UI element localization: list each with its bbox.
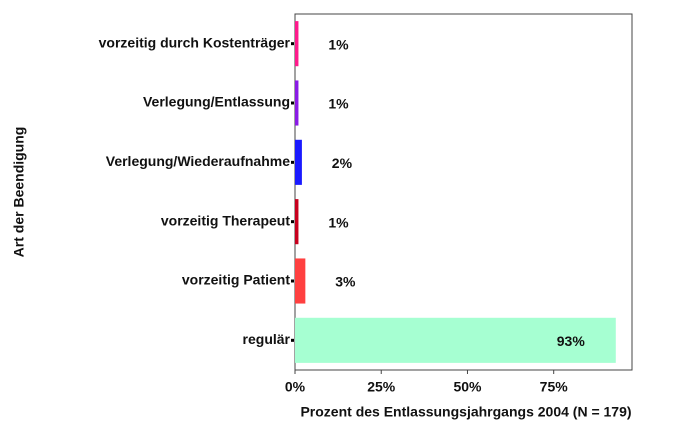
y-tick bbox=[291, 220, 294, 224]
y-tick-label: vorzeitig Patient bbox=[182, 272, 290, 288]
y-tick-label: regulär bbox=[243, 331, 291, 347]
bar bbox=[295, 199, 299, 245]
bar bbox=[295, 139, 302, 185]
y-axis-title: Art der Beendigung bbox=[11, 127, 27, 258]
value-label: 1% bbox=[328, 36, 349, 52]
value-label: 3% bbox=[335, 274, 356, 290]
value-label: 93% bbox=[557, 333, 586, 349]
y-tick bbox=[291, 42, 294, 46]
value-label: 2% bbox=[332, 155, 353, 171]
bar bbox=[295, 80, 299, 126]
x-axis-title: Prozent des Entlassungsjahrgangs 2004 (N… bbox=[300, 404, 631, 420]
y-tick bbox=[291, 101, 294, 105]
plot-frame bbox=[294, 13, 633, 371]
y-tick bbox=[291, 160, 294, 164]
y-tick-label: vorzeitig Therapeut bbox=[161, 212, 290, 228]
value-label: 1% bbox=[328, 214, 349, 230]
x-tick-label: 50% bbox=[453, 379, 482, 395]
x-tick-label: 75% bbox=[540, 379, 569, 395]
y-tick-label: vorzeitig durch Kostenträger bbox=[99, 34, 291, 50]
y-tick bbox=[291, 279, 294, 283]
y-tick-label: Verlegung/Wiederaufnahme bbox=[106, 153, 290, 169]
bar bbox=[295, 317, 616, 363]
y-tick-label: Verlegung/Entlassung bbox=[143, 94, 290, 110]
value-label: 1% bbox=[328, 96, 349, 112]
x-tick-label: 0% bbox=[285, 379, 306, 395]
bar bbox=[295, 21, 299, 67]
y-tick bbox=[291, 338, 294, 342]
x-tick-label: 25% bbox=[367, 379, 396, 395]
bar bbox=[295, 258, 306, 304]
